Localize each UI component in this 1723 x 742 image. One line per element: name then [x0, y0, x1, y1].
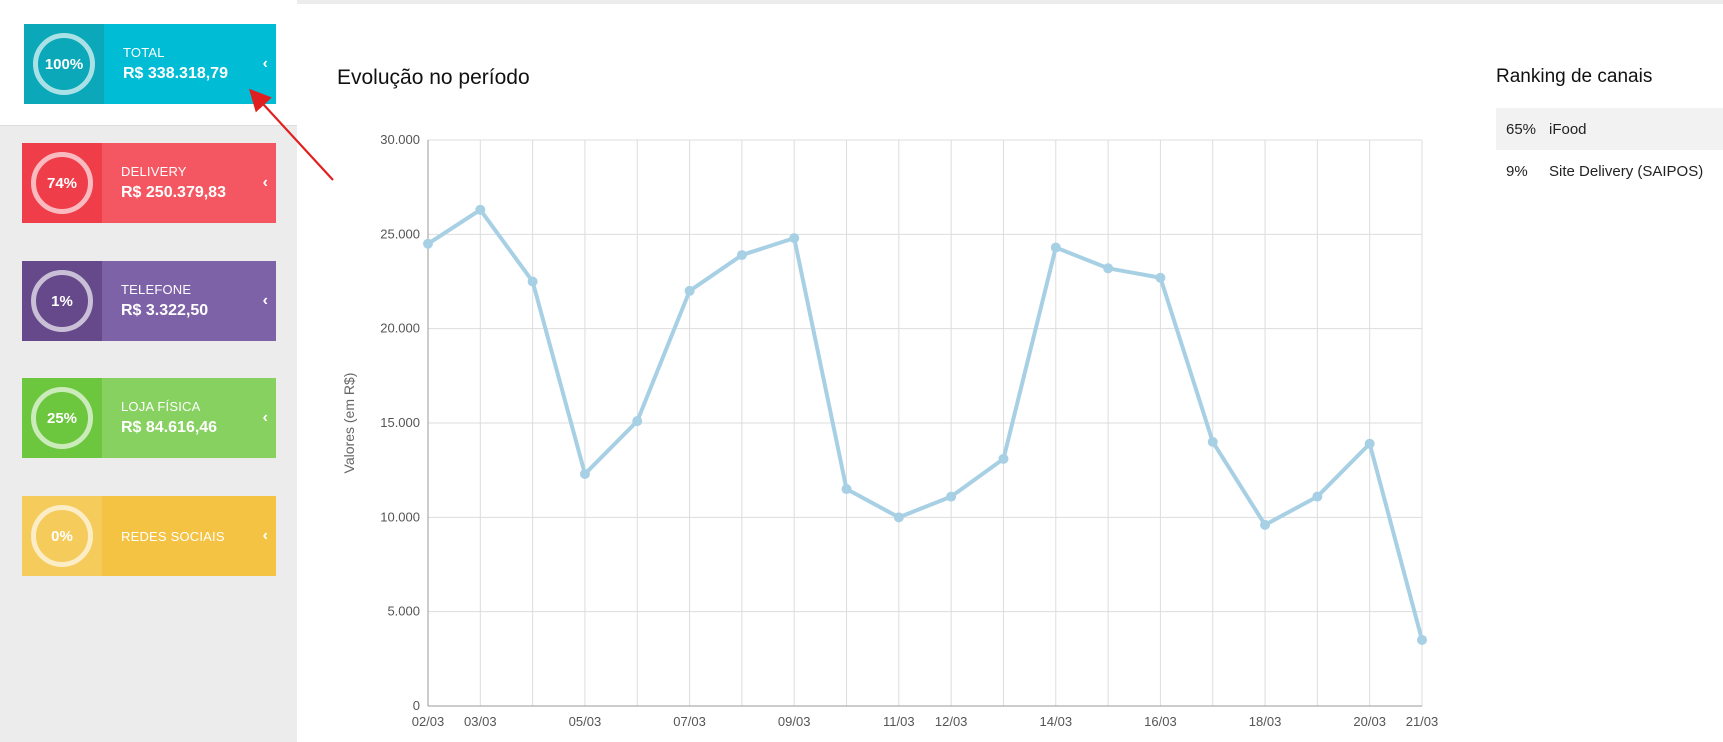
data-point: [998, 453, 1009, 464]
data-point: [1417, 634, 1427, 645]
series-line: [426, 207, 1424, 641]
y-tick-label: 25.000: [380, 226, 420, 241]
card-icon-box: 74%: [22, 143, 102, 223]
card-info: TELEFONE R$ 3.322,50 ‹: [102, 261, 276, 341]
data-point: [893, 512, 904, 523]
channel-card-redes-sociais[interactable]: 0% REDES SOCIAIS ‹: [22, 496, 276, 576]
data-point: [1155, 272, 1166, 283]
percent-ring: 100%: [33, 33, 95, 95]
card-icon-box: 1%: [22, 261, 102, 341]
chevron-left-icon[interactable]: ‹: [262, 409, 268, 426]
data-point: [946, 491, 957, 502]
line-chart: 0 5.000 10.000 15.000 20.000 25.000 30.000 02/0…: [341, 132, 1439, 729]
y-tick-label: 30.000: [380, 132, 420, 147]
chevron-left-icon[interactable]: ‹: [262, 292, 268, 309]
channel-card-telefone[interactable]: 1% TELEFONE R$ 3.322,50 ‹: [22, 261, 276, 341]
x-tick-label: 05/03: [569, 714, 602, 729]
x-tick-label: 03/03: [464, 714, 497, 729]
percent-ring: 1%: [31, 270, 93, 332]
x-tick-label: 09/03: [778, 714, 811, 729]
card-label: TELEFONE: [121, 282, 192, 297]
channel-card-loja-fisica[interactable]: 25% LOJA FÍSICA R$ 84.616,46 ‹: [22, 378, 276, 458]
percent-ring: 74%: [31, 152, 93, 214]
x-tick-label: 14/03: [1040, 714, 1073, 729]
ranking-percent: 9%: [1506, 162, 1528, 180]
card-value: R$ 338.318,79: [123, 65, 228, 82]
data-point: [1050, 242, 1061, 253]
x-tick-label: 07/03: [673, 714, 706, 729]
chevron-left-icon[interactable]: ‹: [262, 174, 268, 191]
top-divider: [297, 0, 1723, 4]
card-value: R$ 3.322,50: [121, 302, 209, 319]
data-point: [1207, 436, 1218, 447]
data-point: [1103, 263, 1114, 274]
data-point: [579, 468, 590, 479]
x-tick-label: 02/03: [412, 714, 445, 729]
card-info: REDES SOCIAIS ‹: [102, 496, 276, 576]
chevron-left-icon[interactable]: ‹: [262, 55, 268, 72]
channel-card-total[interactable]: 100% TOTAL R$ 338.318,79 ‹: [24, 24, 276, 104]
ranking-percent: 65%: [1506, 120, 1537, 138]
sidebar: [0, 0, 297, 742]
card-label: REDES SOCIAIS: [121, 528, 225, 544]
y-tick-label: 0: [413, 698, 420, 713]
card-label: TOTAL: [123, 45, 165, 60]
card-label: DELIVERY: [121, 164, 187, 179]
card-value: R$ 250.379,83: [121, 184, 226, 201]
ranking-list: 65% iFood 9% Site Delivery (SAIPOS): [1496, 108, 1723, 192]
card-icon-box: 25%: [22, 378, 102, 458]
card-info: LOJA FÍSICA R$ 84.616,46 ‹: [102, 378, 276, 458]
data-point: [1260, 519, 1271, 530]
data-point: [632, 416, 643, 427]
y-tick-label: 10.000: [380, 509, 420, 524]
x-tick-label: 21/03: [1406, 714, 1439, 729]
data-point: [475, 204, 486, 215]
data-point: [423, 238, 433, 249]
ranking-row[interactable]: 9% Site Delivery (SAIPOS): [1496, 150, 1723, 192]
channel-card-delivery[interactable]: 74% DELIVERY R$ 250.379,83 ‹: [22, 143, 276, 223]
percent-ring: 25%: [31, 387, 93, 449]
card-info: TOTAL R$ 338.318,79 ‹: [104, 24, 276, 104]
x-tick-label: 16/03: [1144, 714, 1177, 729]
x-tick-label: 11/03: [883, 714, 915, 729]
x-tick-label: 18/03: [1249, 714, 1282, 729]
y-tick-label: 15.000: [380, 415, 420, 430]
y-tick-label: 20.000: [380, 321, 420, 336]
ranking-row[interactable]: 65% iFood: [1496, 108, 1723, 150]
data-point: [736, 250, 747, 261]
data-point: [527, 276, 538, 287]
chart-title: Evolução no período: [337, 66, 530, 89]
chevron-left-icon[interactable]: ‹: [262, 527, 268, 544]
ranking-channel-name: Site Delivery (SAIPOS): [1549, 162, 1704, 180]
data-point: [841, 484, 852, 495]
percent-ring: 0%: [31, 505, 93, 567]
card-label: LOJA FÍSICA: [121, 399, 201, 414]
y-axis-label: Valores (em R$): [341, 373, 357, 474]
card-info: DELIVERY R$ 250.379,83 ‹: [102, 143, 276, 223]
card-value: R$ 84.616,46: [121, 419, 218, 436]
data-point: [789, 233, 800, 244]
card-icon-box: 100%: [24, 24, 104, 104]
data-point: [1364, 438, 1375, 449]
x-tick-label: 20/03: [1353, 714, 1386, 729]
x-tick-label: 12/03: [935, 714, 968, 729]
ranking-title: Ranking de canais: [1496, 66, 1653, 87]
data-point: [684, 285, 695, 296]
y-tick-label: 5.000: [387, 604, 420, 619]
data-point: [1312, 491, 1323, 502]
ranking-channel-name: iFood: [1549, 120, 1587, 138]
card-icon-box: 0%: [22, 496, 102, 576]
